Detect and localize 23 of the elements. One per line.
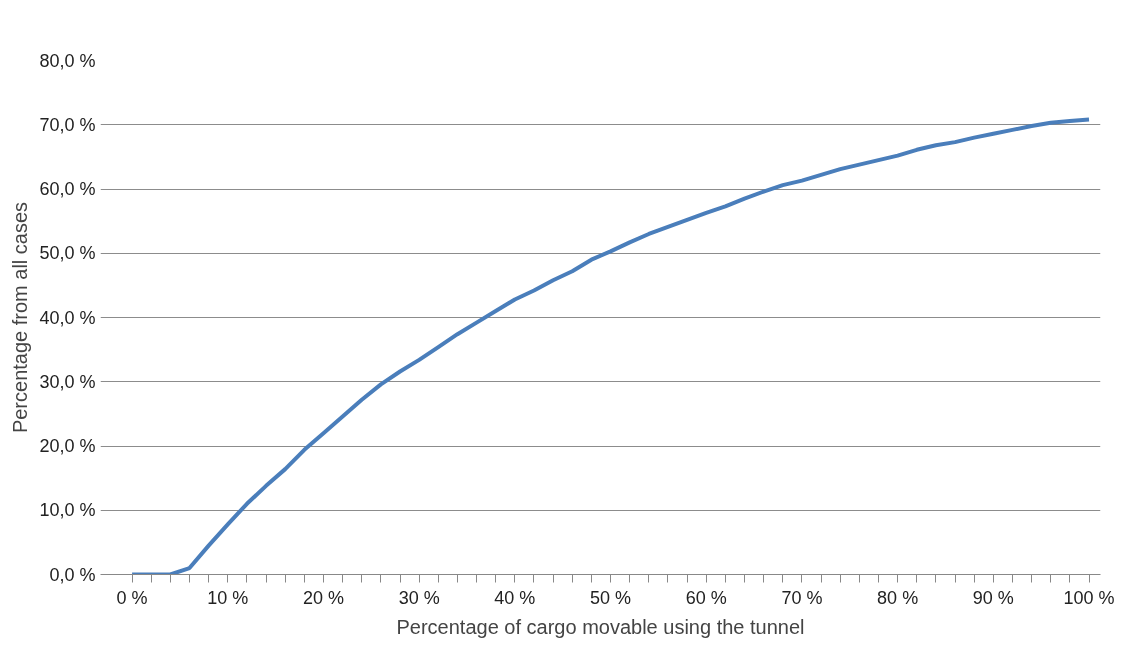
x-tick-label: 20 % [302,587,344,608]
y-tick-label: 40,0 % [39,307,96,328]
x-tick-label: 0 % [116,587,148,608]
y-tick-label: 0,0 % [49,564,96,585]
x-tick-label: 40 % [494,587,536,608]
x-tick-label: 100 % [1063,587,1115,608]
y-tick-label: 70,0 % [39,114,96,135]
y-tick-label: 50,0 % [39,243,96,264]
x-tick-label: 60 % [685,587,727,608]
x-tick-label: 50 % [590,587,632,608]
x-tick-label: 70 % [781,587,823,608]
y-tick-label: 10,0 % [39,500,96,521]
x-tick-label: 80 % [877,587,919,608]
x-tick-label: 90 % [972,587,1014,608]
y-tick-label: 60,0 % [39,179,96,199]
x-axis-title: Percentage of cargo movable using the tunnel [396,615,805,638]
y-tick-label: 20,0 % [39,436,96,456]
x-tick-label: 10 % [207,587,249,608]
x-tick-label: 30 % [398,587,440,608]
line-series [130,117,1092,575]
y-axis-title: Percentage from all cases [9,201,32,434]
y-tick-label: 80,0 % [39,50,96,71]
y-tick-label: 30,0 % [39,371,96,392]
